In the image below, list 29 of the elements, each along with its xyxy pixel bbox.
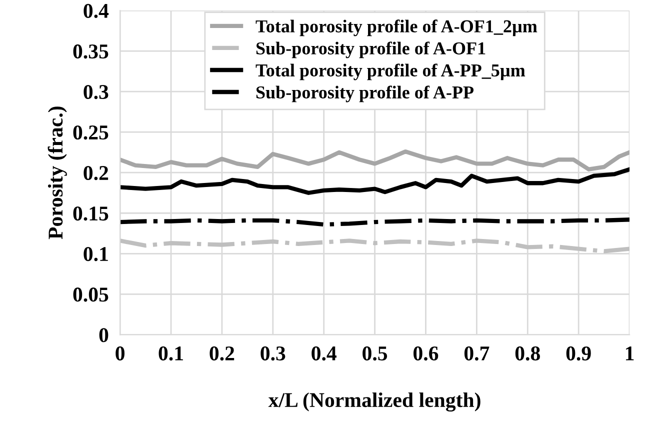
x-tick-label: 0.6 <box>414 346 438 361</box>
x-tick-label: 0 <box>116 346 124 360</box>
x-axis-title: x/L (Normalized length) <box>268 392 480 412</box>
line-series <box>120 167 630 195</box>
y-tick-label: 0.35 <box>73 44 108 59</box>
x-tick-label: 0.2 <box>210 346 234 361</box>
x-tick-label: 0.3 <box>260 346 286 361</box>
y-tick-label: 0.4 <box>84 4 109 18</box>
x-tick-label: 0.8 <box>515 346 540 361</box>
x-tick-label: 0.5 <box>362 346 388 361</box>
legend-label: Sub-porosity profile of A-PP <box>256 86 474 102</box>
y-axis-title: Porosity (frac.) <box>48 106 67 240</box>
x-tick-label: 1 <box>626 346 634 360</box>
y-tick-label: 0.25 <box>73 125 108 140</box>
x-tick-label: 0.7 <box>464 346 490 361</box>
legend-label: Sub-porosity profile of A-OF1 <box>256 42 486 58</box>
x-tick-label: 0.9 <box>566 346 591 361</box>
legend-label: Total porosity profile of A-PP_5µm <box>256 64 526 80</box>
y-tick-label: 0.2 <box>84 166 108 180</box>
line-series <box>120 238 630 254</box>
y-tick-label: 0.05 <box>73 288 108 302</box>
y-tick-label: 0 <box>99 328 108 342</box>
y-tick-label: 0.1 <box>84 247 108 262</box>
line-series <box>120 149 630 172</box>
y-tick-label: 0.3 <box>84 84 108 100</box>
x-tick-label: 0.4 <box>312 346 336 361</box>
y-tick-label: 0.15 <box>73 206 108 221</box>
x-tick-label: 0.1 <box>158 346 183 361</box>
legend-label: Total porosity profile of A-OF1_2µm <box>256 20 538 36</box>
